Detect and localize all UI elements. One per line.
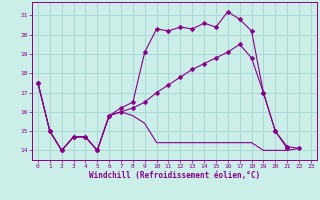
X-axis label: Windchill (Refroidissement éolien,°C): Windchill (Refroidissement éolien,°C) — [89, 171, 260, 180]
